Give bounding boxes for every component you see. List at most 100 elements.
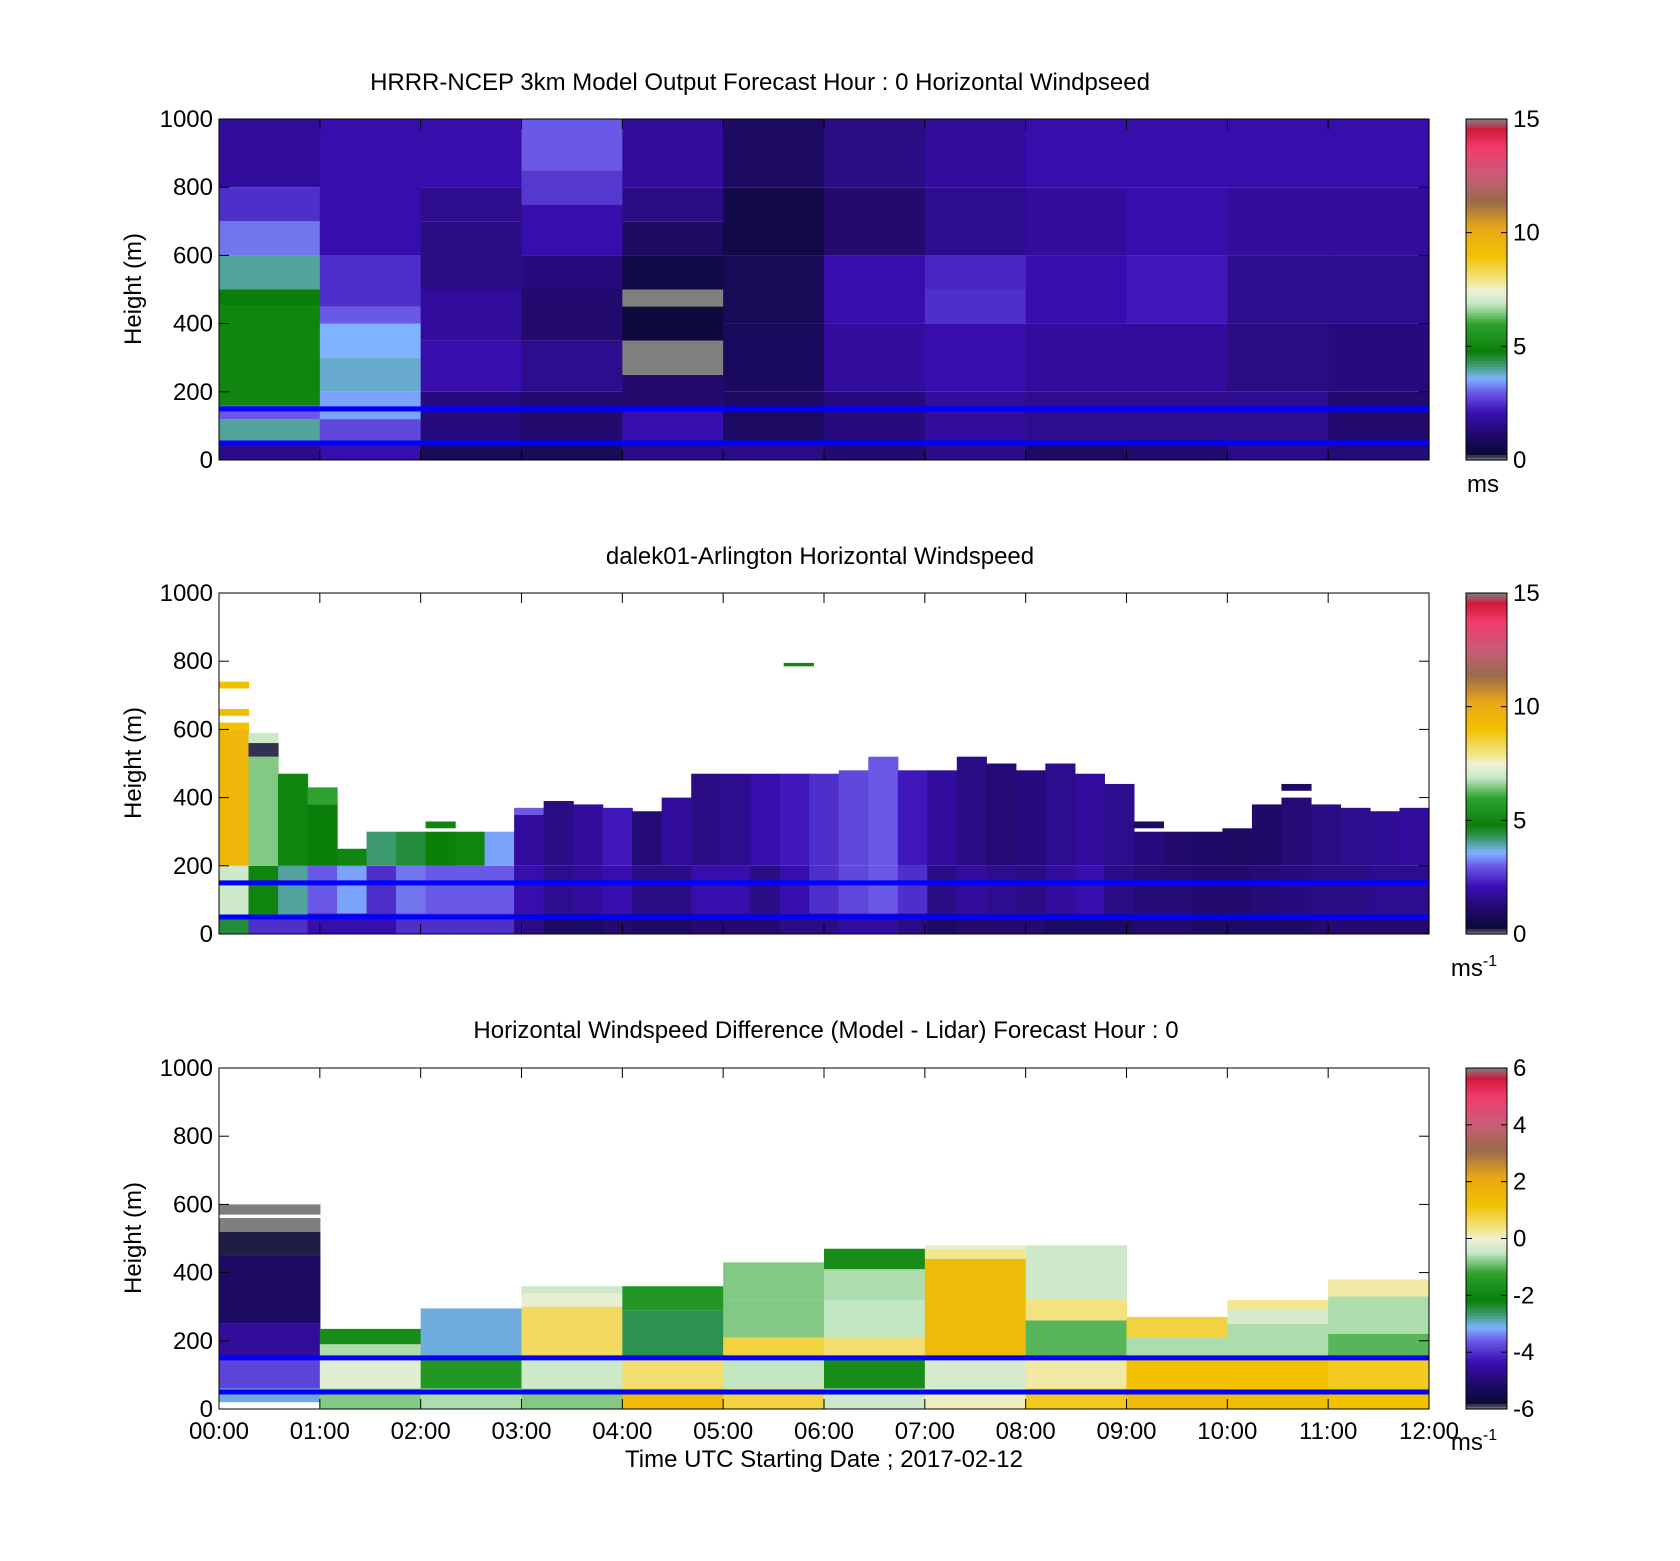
colorbar-segment [1466,212,1507,217]
heatmap-cell [1045,865,1076,914]
colorbar-segment [1466,337,1507,342]
heatmap-cell [1133,865,1164,914]
heatmap-cell [1133,821,1164,829]
colorbar-segment [1466,363,1507,367]
heatmap-cell [783,662,814,667]
colorbar-segment [1466,712,1507,716]
y-tick-label: 1000 [160,1055,213,1082]
heatmap-cell [521,119,623,171]
colorbar-segment [1466,349,1507,353]
heatmap-cell [1227,442,1329,460]
colorbar-segment [1466,1309,1507,1313]
heatmap-cell [924,391,1027,443]
heatmap-cell [219,221,321,256]
heatmap-cell [956,865,987,914]
colorbar-segment [1466,644,1507,648]
colorbar-segment [1466,1332,1507,1336]
colorbar-segment [1466,249,1507,254]
colorbar-segment [1466,286,1507,291]
heatmap-cell [824,1269,926,1300]
colorbar-segment [1466,862,1507,867]
colorbar-frame [1465,592,1508,935]
colorbar-segment [1466,1147,1507,1152]
colorbar-segment [1466,1264,1507,1268]
colorbar-segment [1466,334,1507,339]
heatmap-cell [1227,119,1329,188]
colorbar-segment [1466,400,1507,404]
colorbar-frame [1465,118,1508,461]
colorbar-segment [1466,877,1507,881]
colorbar-segment [1466,763,1507,767]
colorbar-segment [1466,371,1507,376]
colorbar-segment [1466,366,1507,370]
heatmap-cell [868,865,899,914]
colorbar-segment [1466,700,1507,705]
colorbar-segment [1466,777,1507,782]
heatmap-cell [924,323,1027,392]
colorbar-segment [1466,1275,1507,1279]
colorbar-segment [1466,229,1507,234]
heatmap-cell [924,1330,1027,1358]
heatmap-cell [824,1357,926,1389]
heatmap-cell [1328,1333,1430,1358]
heatmap-cell [1104,865,1135,914]
colorbar-segment [1466,1403,1507,1407]
heatmap-cells [219,662,1430,934]
panel-difference: Horizontal Windspeed Difference (Model -… [120,1017,1534,1473]
heatmap-cell [1025,187,1128,256]
colorbar: 0 5 10 15 [1465,580,1540,948]
colorbar-segment [1466,386,1507,390]
colorbar-segment [1466,187,1507,191]
colorbar-segment [1466,629,1507,634]
colorbar-segment [1466,749,1507,753]
colorbar-segment [1466,638,1507,642]
colorbar-segment [1466,445,1507,450]
colorbar-segment [1466,431,1507,436]
colorbar-segment [1466,440,1507,444]
heatmap-cell [425,821,456,829]
colorbar-segment [1466,823,1507,827]
heatmap-cell [278,773,309,866]
colorbar-segment [1466,1386,1507,1390]
colorbar-segment [1466,1337,1507,1342]
colorbar-segment [1466,1158,1507,1163]
heatmap-cell [691,865,722,914]
colorbar-segment [1466,811,1507,816]
colorbar-segment [1466,340,1507,345]
colorbar-segment [1466,167,1507,171]
x-tick-label: 00:00 [189,1418,249,1445]
heatmap-cell [543,801,574,866]
colorbar-segment [1466,232,1507,237]
heatmap-cell [723,1262,825,1300]
colorbar-segment [1466,136,1507,140]
heatmap-cell [838,865,869,914]
heatmap-cell [868,756,899,866]
colorbar-segment [1466,780,1507,784]
colorbar-segment [1466,610,1507,614]
heatmap-cell [1227,1299,1329,1311]
colorbar-tick-label: -4 [1513,1339,1534,1366]
colorbar-segment [1466,323,1507,328]
colorbar-segment [1466,283,1507,288]
colorbar-segment [1466,675,1507,679]
y-tick-label: 400 [173,311,213,338]
y-tick-label: 400 [173,1260,213,1287]
heatmap-cell [420,187,523,222]
heatmap-cell [824,187,926,256]
colorbar-segment [1466,1121,1507,1126]
y-tick-label: 200 [173,1328,213,1355]
heatmap-cell [1192,831,1224,866]
colorbar-segment [1466,442,1507,447]
colorbar-segment [1466,172,1507,177]
heatmap-cell [420,391,523,443]
heatmap-cell [986,763,1017,866]
colorbar-segment [1466,1127,1507,1132]
heatmap-cell [1025,1357,1128,1389]
heatmap-cell [1074,773,1105,866]
reference-lines [219,880,1429,920]
colorbar-segment [1466,383,1507,387]
heatmap-cell [1025,442,1128,460]
colorbar-segment [1466,672,1507,677]
heatmap-cell [1025,391,1128,443]
colorbar-segment [1466,735,1507,739]
